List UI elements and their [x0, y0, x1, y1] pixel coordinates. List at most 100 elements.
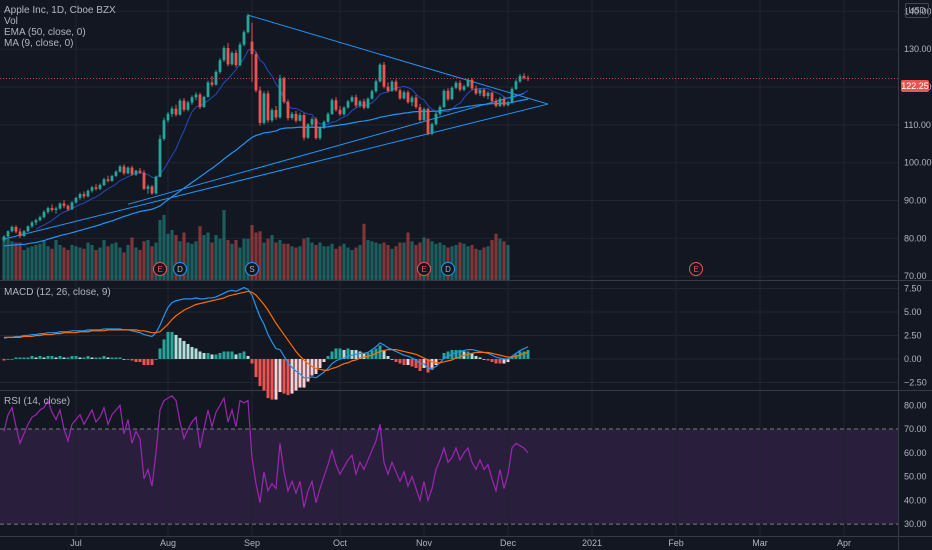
event-marker-e[interactable]: E [689, 262, 703, 276]
ema-legend: EMA (50, close, 0) [4, 27, 86, 38]
event-marker-d[interactable]: D [441, 262, 455, 276]
candle-body [298, 115, 302, 121]
volume-bar [2, 237, 6, 280]
candle-body [98, 185, 102, 189]
candle [166, 112, 170, 123]
candle [94, 184, 98, 191]
volume-bar [318, 242, 322, 280]
macd-histogram-bar [442, 352, 446, 359]
candle [306, 122, 310, 139]
volume-bar [142, 241, 146, 280]
event-marker-s[interactable]: S [245, 262, 259, 276]
candle [34, 218, 38, 226]
volume-bar [214, 235, 218, 280]
time-tick-label: Jul [70, 538, 82, 548]
candle [118, 164, 122, 173]
trendline [247, 14, 549, 105]
candle-body [174, 108, 178, 115]
candle-body [102, 179, 106, 186]
candle-body [510, 88, 514, 103]
candle [178, 98, 182, 116]
macd-histogram-bar [170, 331, 174, 359]
volume-bar [478, 250, 482, 280]
candle-body [146, 186, 150, 189]
volume-bar [378, 243, 382, 280]
macd-histogram-bar [134, 358, 138, 362]
candle [330, 98, 334, 116]
event-marker-e[interactable]: E [153, 262, 167, 276]
volume-bar [30, 246, 34, 280]
macd-histogram-bar [526, 349, 530, 359]
macd-histogram-bar [2, 358, 6, 361]
trendline [3, 103, 549, 240]
volume-bar [442, 245, 446, 280]
candle [358, 99, 362, 108]
macd-histogram-bar [90, 357, 94, 359]
trendline [127, 92, 525, 205]
volume-bar [130, 237, 134, 280]
candle [122, 164, 126, 176]
candle-body [438, 107, 442, 114]
candle [282, 76, 286, 104]
volume-bar [338, 246, 342, 280]
candle-body [430, 124, 434, 134]
volume-bar [222, 210, 226, 280]
volume-bar [278, 240, 282, 280]
candle [26, 225, 30, 232]
macd-histogram-bar [62, 357, 66, 359]
candle [326, 112, 330, 123]
macd-histogram-bar [78, 357, 82, 359]
macd-histogram-bar [342, 349, 346, 359]
currency-button[interactable]: USD [905, 3, 929, 18]
candle-body [354, 97, 358, 106]
event-marker-d[interactable]: D [173, 262, 187, 276]
volume-bar [74, 246, 78, 280]
candle [114, 170, 118, 178]
rsi-legend-label: RSI (14, close) [4, 396, 71, 407]
candle [462, 84, 466, 92]
candle-body [142, 172, 146, 189]
macd-histogram-bar [206, 352, 210, 359]
macd-histogram-bar [398, 358, 402, 364]
macd-histogram-bar [162, 339, 166, 359]
volume-bar [394, 246, 398, 280]
candle [174, 104, 178, 117]
event-marker-label: E [693, 265, 698, 274]
candle [406, 90, 410, 104]
volume-bar [426, 238, 430, 280]
macd-histogram-bar [118, 357, 122, 359]
candle [222, 45, 226, 63]
event-marker-label: D [445, 265, 451, 274]
rsi-band [0, 429, 898, 525]
candle [194, 92, 198, 101]
candle-body [234, 52, 238, 66]
macd-histogram-bar [154, 358, 158, 360]
volume-bar [402, 242, 406, 280]
candle-body [154, 176, 158, 194]
macd-histogram-bar [490, 358, 494, 362]
macd-histogram-bar [14, 357, 18, 359]
volume-bar [334, 248, 338, 280]
rsi-tick-label: 30.00 [904, 519, 927, 529]
price-tick-label: 100.00 [904, 158, 932, 168]
candle [470, 77, 474, 91]
candle-body [22, 231, 26, 237]
candle [66, 204, 70, 212]
candle-body [50, 208, 54, 210]
macd-histogram-bar [382, 349, 386, 359]
volume-bar [274, 242, 278, 280]
last-price-tag: 122.25 [901, 80, 929, 92]
candle [202, 95, 206, 108]
candle-body [106, 179, 110, 181]
volume-bar [170, 230, 174, 280]
candle [54, 206, 58, 214]
macd-histogram-bar [458, 349, 462, 359]
vol-legend: Vol [4, 16, 18, 27]
macd-histogram-bar [202, 352, 206, 359]
volume-bar [454, 245, 458, 280]
macd-histogram-bar [378, 345, 382, 359]
candle-body [134, 170, 138, 175]
event-marker-e[interactable]: E [417, 262, 431, 276]
volume-bar [174, 235, 178, 280]
